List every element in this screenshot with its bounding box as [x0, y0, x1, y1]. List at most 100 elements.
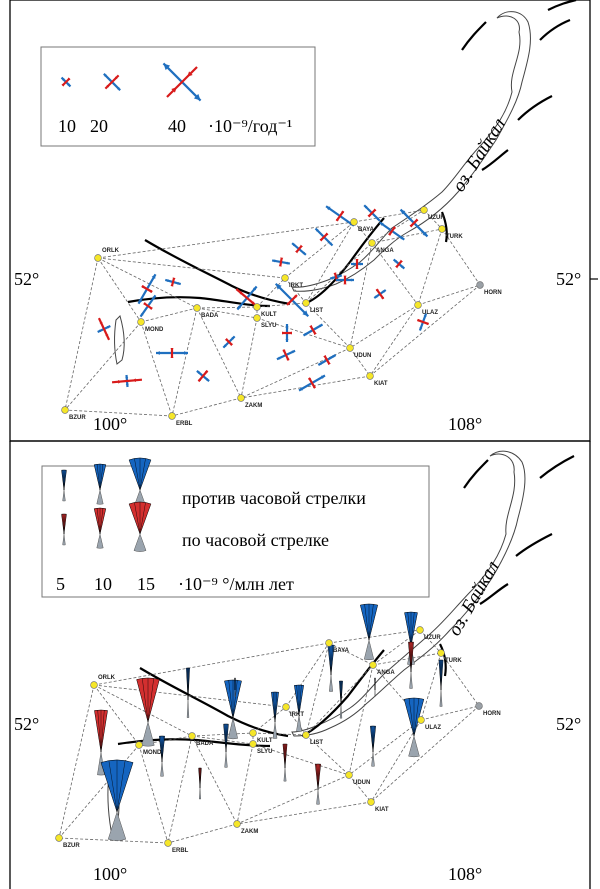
station-marker-kult: [249, 729, 257, 737]
lon-tick-left-bottom: 100°: [93, 864, 127, 884]
strain-cross: [291, 242, 307, 256]
strain-cross: [416, 313, 430, 331]
strain-cross: [317, 354, 337, 366]
station-marker-udun: [346, 344, 354, 352]
station-marker-uzur: [416, 626, 424, 634]
station-marker-irkt: [282, 703, 290, 711]
lat-tick-right: 52°: [556, 269, 581, 289]
station-label-ulaz: ULAZ: [425, 725, 441, 731]
rotation-sector: [271, 691, 279, 739]
legend-unit: ·10⁻⁹/год⁻¹: [208, 116, 292, 136]
rotation-sector: [359, 603, 379, 661]
lat-tick-left: 52°: [14, 269, 39, 289]
legend-scale-10b: 10: [94, 574, 112, 594]
rotation-sector: [408, 641, 414, 689]
top-legend-box: [40, 46, 316, 147]
baikal-shoreline-bottom: [291, 450, 526, 737]
station-marker-ulaz: [414, 301, 422, 309]
strain-cross: [111, 374, 143, 388]
station-marker-kiat: [366, 372, 374, 380]
station-marker-erbl: [164, 839, 172, 847]
rotation-sector: [370, 725, 376, 767]
triangulation-network-bottom: [58, 629, 480, 844]
station-label-bada: BADA: [201, 313, 219, 319]
strain-cross: [336, 275, 354, 285]
station-marker-turk: [437, 649, 445, 657]
island: [114, 315, 125, 365]
strain-map-panel: ORLK MOND BADA SLYU KULT IRKT LIST BAYA ANGA UZUR…: [9, 0, 598, 442]
legend-scale-20: 20: [90, 116, 108, 136]
lon-tick-right-bottom: 108°: [448, 864, 482, 884]
strain-cross: [325, 205, 355, 227]
fault-lines: [127, 0, 577, 308]
station-marker-baya: [325, 639, 333, 647]
strain-cross: [302, 323, 324, 337]
lake-label-bottom: оз. Байкал: [444, 557, 503, 639]
strain-cross: [373, 288, 387, 300]
rotation-sector: [224, 679, 242, 740]
station-marker-list: [302, 731, 310, 739]
station-label-list: LIST: [310, 308, 323, 314]
rotation-sector: [234, 677, 236, 697]
strain-cross: [139, 294, 157, 318]
station-label-zakm: ZAKM: [245, 403, 262, 409]
strain-cross: [399, 208, 429, 238]
station-marker-slyu: [253, 314, 261, 322]
rotation-sector: [159, 735, 165, 777]
rotation-sector: [223, 723, 229, 768]
station-label-anga: ANGA: [377, 670, 395, 676]
rotation-sector: [404, 611, 418, 665]
fault-lines-bottom: [117, 455, 575, 748]
station-label-anga: ANGA: [376, 248, 394, 254]
station-marker-horn: [476, 281, 484, 289]
strain-cross: [156, 348, 188, 358]
rotation-sector: [94, 709, 108, 776]
station-marker-bzur: [61, 406, 69, 414]
station-label-baya: BAYA: [333, 648, 350, 654]
station-label-irkt: IRKT: [290, 712, 304, 718]
station-label-bada: BADA: [196, 741, 214, 747]
rotation-sector: [282, 743, 288, 782]
station-label-kult: KULT: [257, 738, 273, 744]
lat-tick-right-bottom: 52°: [556, 714, 581, 734]
station-label-turk: TURK: [445, 658, 462, 664]
strain-cross: [298, 374, 326, 392]
station-marker-horn: [475, 702, 483, 710]
triangulation-network: [64, 209, 481, 417]
stations-bottom: ORLK MOND BADA SLYU KULT IRKT LIST BAYA ANGA UZUR…: [55, 626, 501, 854]
station-label-bzur: BZUR: [69, 415, 86, 421]
legend-cw-label: по часовой стрелке: [182, 530, 329, 550]
station-label-slyu: SLYU: [257, 749, 272, 755]
strain-cross: [276, 349, 296, 361]
rotation-sector: [100, 759, 134, 841]
bottom-legend-box: [41, 465, 430, 598]
station-label-baya: BAYA: [358, 227, 375, 233]
rotation-sector: [186, 667, 190, 718]
strain-cross: [137, 273, 157, 305]
strain-cross: [351, 259, 363, 269]
stations: ORLK MOND BADA SLYU KULT IRKT LIST BAYA ANGA UZUR…: [61, 206, 502, 427]
station-label-uzur: UZUR: [424, 635, 441, 641]
strain-crosses: [97, 204, 430, 392]
strain-cross: [235, 285, 259, 311]
strain-cross: [271, 257, 291, 267]
strain-cross: [363, 204, 381, 222]
legend-scale-5: 5: [56, 574, 65, 594]
rotation-sector: [294, 684, 304, 732]
station-label-orlk: ORLK: [102, 248, 120, 254]
station-marker-mond: [135, 741, 143, 749]
legend-scale-40: 40: [168, 116, 186, 136]
strain-cross: [196, 369, 210, 383]
station-marker-list: [302, 299, 310, 307]
station-marker-zakm: [237, 394, 245, 402]
station-label-kiat: KIAT: [375, 807, 389, 813]
strain-cross: [392, 258, 406, 270]
station-marker-slyu: [249, 740, 257, 748]
rotation-sector: [403, 697, 425, 758]
station-label-udun: UDUN: [353, 780, 370, 786]
strain-cross: [282, 324, 292, 342]
lat-tick-left-bottom: 52°: [14, 714, 39, 734]
station-marker-bada: [188, 732, 196, 740]
